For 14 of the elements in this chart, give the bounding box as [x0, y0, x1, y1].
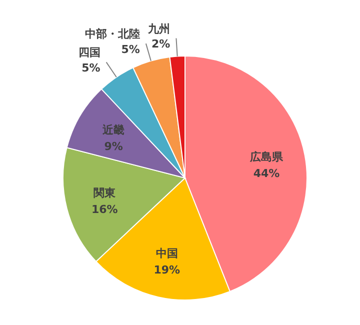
- slice-label: 関東: [94, 186, 117, 200]
- data-label: 16%: [91, 202, 118, 216]
- data-label: 19%: [154, 263, 180, 276]
- slice-label: 広島県: [248, 150, 284, 164]
- slice-label: 中部・北陸: [84, 28, 140, 41]
- data-label: 5%: [121, 42, 140, 56]
- slice-label: 近畿: [102, 124, 125, 137]
- data-label: 5%: [82, 62, 100, 75]
- data-label: 2%: [152, 38, 170, 51]
- data-label: 44%: [253, 166, 280, 180]
- slice-label: 九州: [147, 22, 170, 36]
- slice-label: 中国: [156, 246, 178, 260]
- data-label: 9%: [104, 140, 123, 154]
- slice-label: 四国: [78, 46, 100, 60]
